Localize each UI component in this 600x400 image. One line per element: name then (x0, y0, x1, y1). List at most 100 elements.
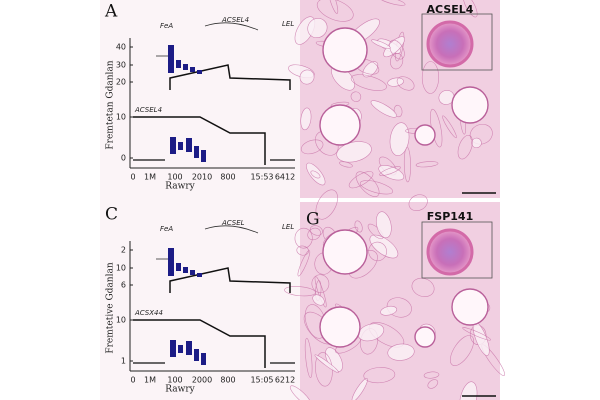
tissue-fiber (462, 0, 478, 18)
panel-label: A (104, 2, 118, 22)
tissue-fiber (371, 39, 391, 49)
tissue-fiber (354, 220, 363, 233)
x-axis-label: Rawry (165, 385, 195, 395)
y-tick-label: 30 (116, 61, 126, 70)
y-tick-label: 10 (116, 113, 126, 122)
block (178, 142, 183, 150)
x-tick-label: 2010 (192, 173, 212, 182)
tissue-fiber (396, 76, 415, 91)
tissue-fiber (304, 337, 313, 378)
inset-label: ACSEL4 (427, 3, 474, 16)
tissue-fiber (307, 18, 328, 39)
tissue-fiber (359, 180, 394, 195)
x-tick-label: 0 (130, 376, 135, 385)
block (194, 349, 199, 361)
block (168, 248, 174, 276)
tissue-fiber (327, 0, 339, 14)
tissue-fiber (309, 225, 323, 236)
tissue-fiber (316, 0, 354, 22)
x-tick-label: 2000 (192, 376, 212, 385)
x-tick-label: 6212 (275, 376, 295, 385)
tissue-fiber (310, 170, 321, 179)
gland (451, 288, 489, 326)
tissue-fiber (351, 378, 368, 400)
block (183, 267, 188, 273)
tissue-fiber (442, 115, 457, 139)
arrow (204, 22, 259, 31)
y-axis-label: Fremtetive Gdanlan (106, 262, 116, 353)
tissue-fiber (370, 100, 398, 118)
chart-panel-bg (100, 0, 300, 400)
block (176, 60, 181, 68)
y-tick-label: 1 (121, 357, 126, 366)
y-tick-label: 6 (121, 281, 126, 290)
tissue-fiber (336, 141, 372, 163)
x-tick-label: 15:05 (250, 376, 273, 385)
trace (133, 116, 266, 165)
tissue-fiber (415, 161, 439, 168)
tissue-fiber (427, 379, 439, 389)
inset-label: FSP141 (427, 210, 473, 223)
block (201, 150, 206, 162)
x-tick-label: 800 (220, 376, 235, 385)
gland (451, 86, 489, 124)
tissue-fiber (386, 297, 412, 318)
tissue-fiber (296, 245, 309, 256)
tissue-fiber (375, 211, 392, 239)
x-tick-label: 100 (167, 376, 182, 385)
tissue-fiber (459, 381, 478, 400)
y-tick-label: 40 (116, 43, 126, 52)
gland (319, 104, 361, 146)
block (170, 137, 176, 154)
trace (169, 64, 291, 90)
tissue-fiber (294, 227, 313, 249)
tissue-fiber (363, 367, 396, 384)
block (186, 138, 192, 152)
y-tick-label: 10 (116, 316, 126, 325)
block (190, 270, 195, 275)
tissue-fiber (314, 276, 327, 308)
y-tick-label: 2 (121, 246, 126, 255)
tissue-fiber (389, 122, 410, 156)
block (190, 67, 195, 72)
tissue-fiber (469, 123, 493, 145)
block (183, 64, 188, 70)
block (197, 70, 202, 74)
tissue-fiber (300, 139, 324, 155)
gland (322, 229, 368, 275)
trace (133, 319, 266, 368)
annotation: ACSEL4 (134, 106, 162, 114)
tissue-fiber (350, 74, 387, 91)
block (186, 341, 192, 355)
tissue-fiber (315, 189, 338, 220)
gland (319, 306, 361, 348)
gland (414, 124, 436, 146)
tissue-fiber (289, 385, 312, 400)
tissue-fiber (300, 107, 312, 131)
block (194, 146, 199, 158)
x-tick-label: 100 (167, 173, 182, 182)
panel-label: G (306, 210, 320, 230)
block (168, 45, 174, 73)
annotation: FeA (160, 225, 173, 233)
arrow (204, 225, 259, 234)
x-tick-label: 800 (220, 173, 235, 182)
block (201, 353, 206, 365)
gland (322, 27, 368, 73)
block (178, 345, 183, 353)
x-tick-label: 6412 (275, 173, 295, 182)
tissue-fiber (408, 194, 428, 212)
tissue-fiber (450, 335, 474, 366)
block (176, 263, 181, 271)
gland (414, 326, 436, 348)
annotation: LEL (282, 20, 294, 28)
tissue-fiber (311, 274, 330, 293)
tissue-fiber (379, 166, 401, 176)
x-axis-label: Rawry (165, 182, 195, 192)
block (197, 273, 202, 277)
cell (426, 20, 474, 68)
annotation: ACSEL (221, 219, 245, 227)
